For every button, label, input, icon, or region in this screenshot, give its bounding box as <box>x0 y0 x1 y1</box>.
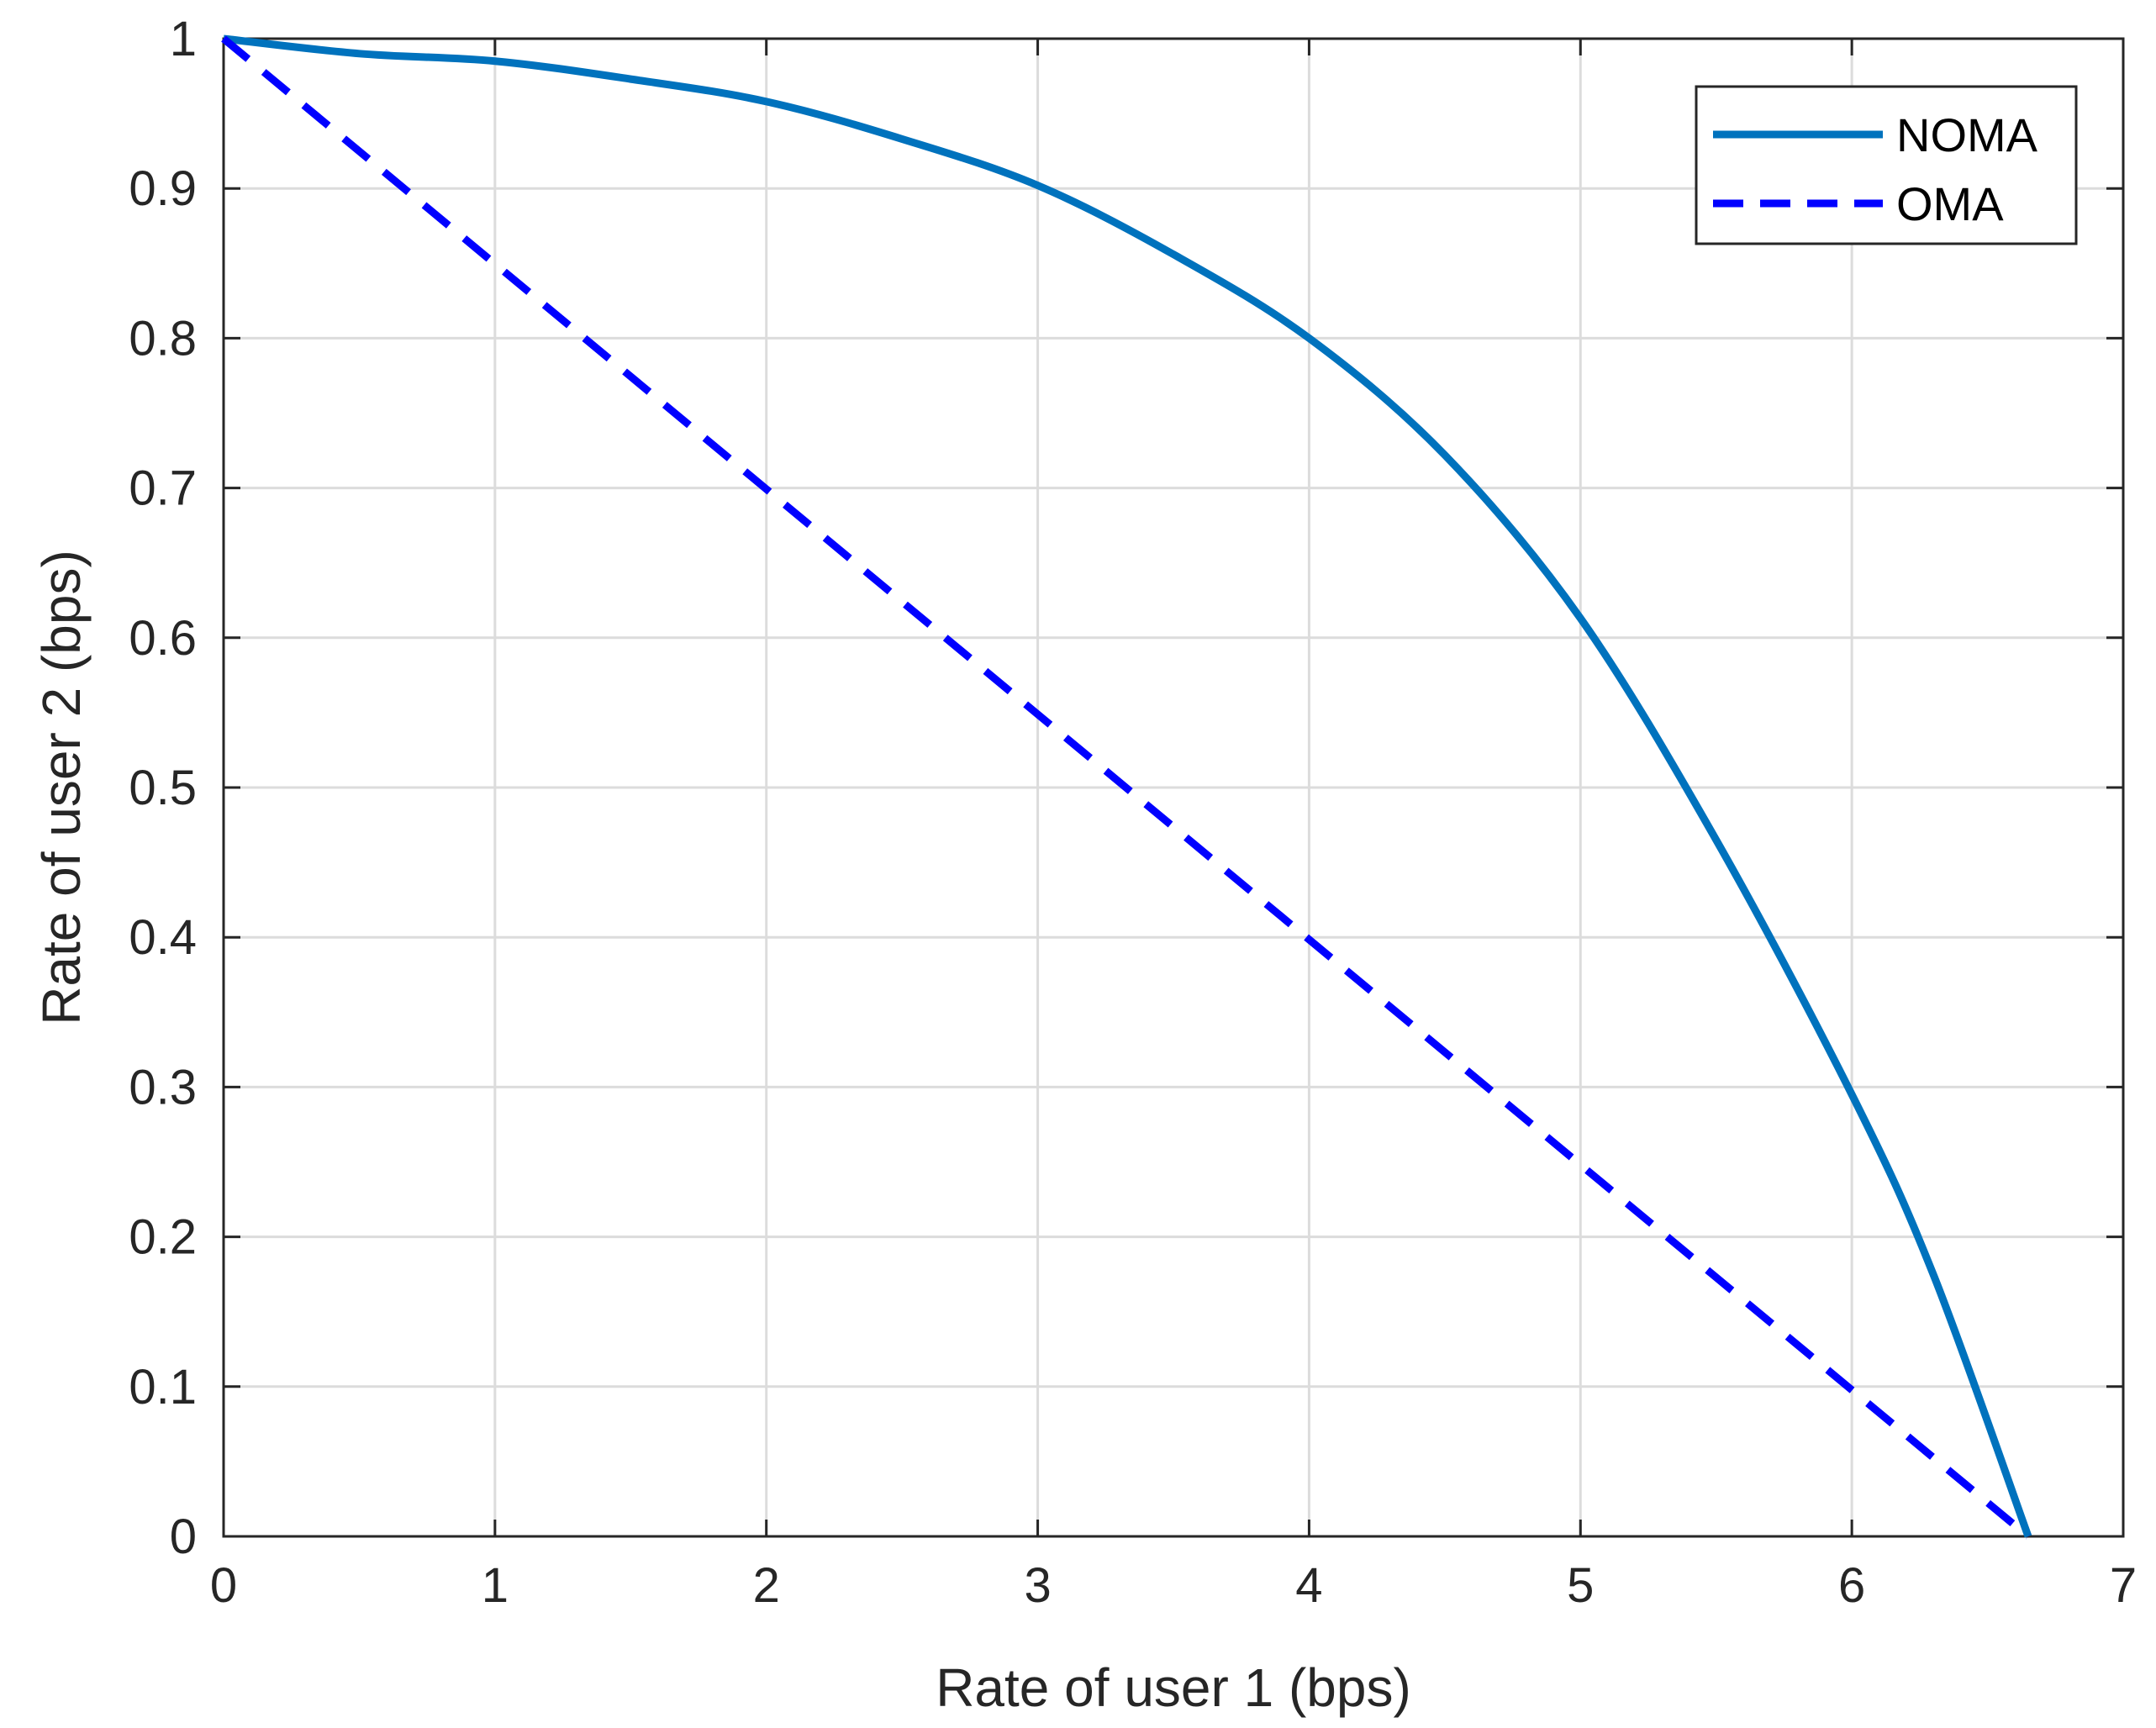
plot-frame <box>222 37 2125 1538</box>
y-tick-label: 0.7 <box>129 461 197 516</box>
y-tick-label: 0 <box>170 1509 197 1564</box>
y-tick-label: 0.3 <box>129 1060 197 1114</box>
x-tick-label: 7 <box>2110 1558 2137 1613</box>
x-tick-label: 0 <box>210 1558 237 1613</box>
grid <box>224 39 2123 1536</box>
y-tick-label: 0.9 <box>129 161 197 216</box>
x-axis-label: Rate of user 1 (bps) <box>936 1657 1411 1718</box>
y-tick-label: 0.6 <box>129 611 197 666</box>
y-tick-label: 1 <box>170 12 197 66</box>
y-axis-label: Rate of user 2 (bps) <box>31 550 92 1025</box>
x-tick-label: 5 <box>1567 1558 1594 1613</box>
legend-noma-label: NOMA <box>1896 108 2038 161</box>
series-layer <box>221 34 2032 1540</box>
legend-oma-label: OMA <box>1896 177 2004 230</box>
y-tick-label: 0.5 <box>129 761 197 815</box>
legend: NOMA OMA <box>1695 85 2078 245</box>
legend-box <box>1695 85 2078 245</box>
x-tick-label: 6 <box>1838 1558 1865 1613</box>
series-line-noma <box>223 34 2032 1538</box>
y-tick-label: 0.4 <box>129 910 197 965</box>
y-tick-label: 0.1 <box>129 1360 197 1415</box>
y-tick-label: 0.2 <box>129 1210 197 1265</box>
series-line-oma <box>221 35 2031 1540</box>
tick-labels: 0 1 2 3 4 5 6 7 0 0.1 0.2 0.3 0.4 0.5 0.6 0.7 0.8 0.9 1 <box>129 12 2137 1613</box>
x-tick-label: 1 <box>482 1558 509 1613</box>
x-tick-label: 2 <box>753 1558 780 1613</box>
x-tick-label: 3 <box>1024 1558 1051 1613</box>
x-tick-label: 4 <box>1295 1558 1322 1613</box>
y-tick-label: 0.8 <box>129 311 197 366</box>
